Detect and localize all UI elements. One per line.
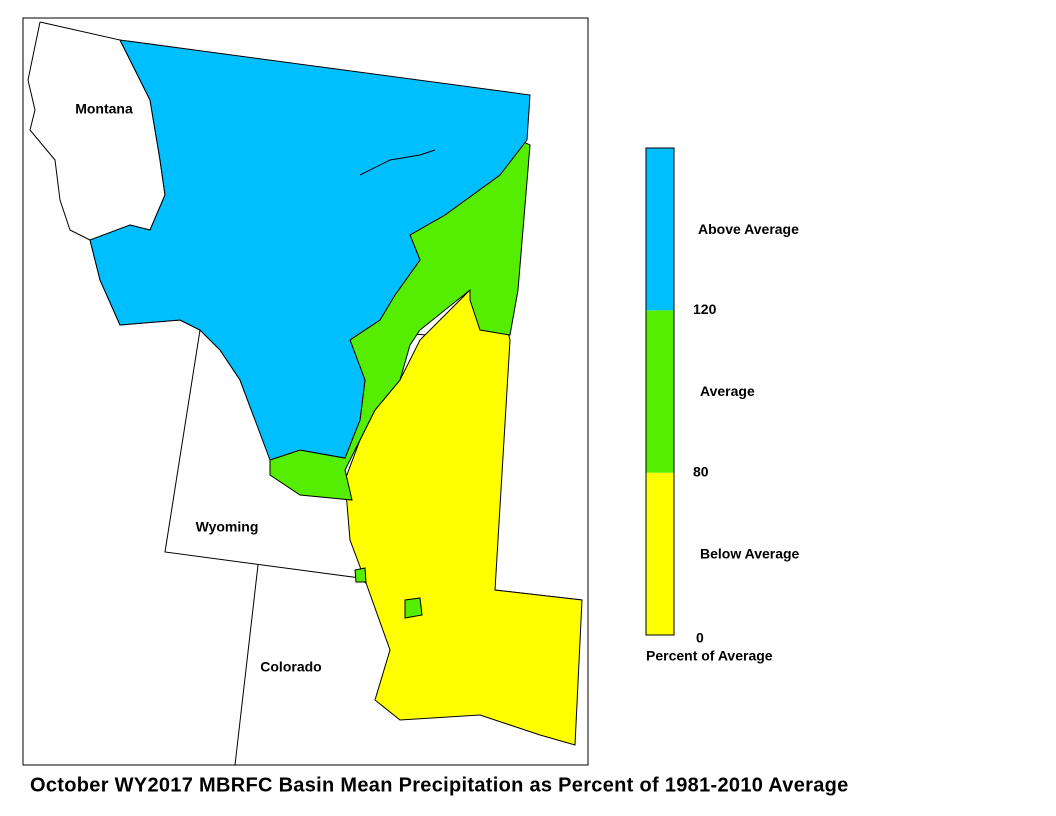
state-label: Colorado bbox=[260, 659, 321, 675]
legend-tick-label: 0 bbox=[696, 630, 704, 646]
legend-label: Average bbox=[700, 383, 755, 399]
legend-swatch bbox=[646, 148, 674, 311]
map: Montana Wyoming Colorado bbox=[27, 21, 583, 766]
state-label: Wyoming bbox=[196, 519, 259, 535]
legend-tick-label: 80 bbox=[693, 463, 709, 479]
state-label: Montana bbox=[75, 101, 133, 117]
legend-label: Below Average bbox=[700, 546, 800, 562]
legend-border bbox=[645, 147, 675, 636]
river bbox=[359, 149, 436, 176]
average-region bbox=[354, 567, 423, 619]
legend-tick-label: 120 bbox=[693, 301, 717, 317]
legend-swatch bbox=[646, 310, 674, 473]
legend-label: Above Average bbox=[698, 221, 799, 237]
caption: October WY2017 MBRFC Basin Mean Precipit… bbox=[30, 774, 849, 796]
legend-title: Percent of Average bbox=[646, 648, 773, 664]
legend-swatch bbox=[646, 472, 674, 635]
above-average-region bbox=[89, 39, 531, 461]
legend: Percent of Average Below Average Average A… bbox=[645, 147, 800, 664]
